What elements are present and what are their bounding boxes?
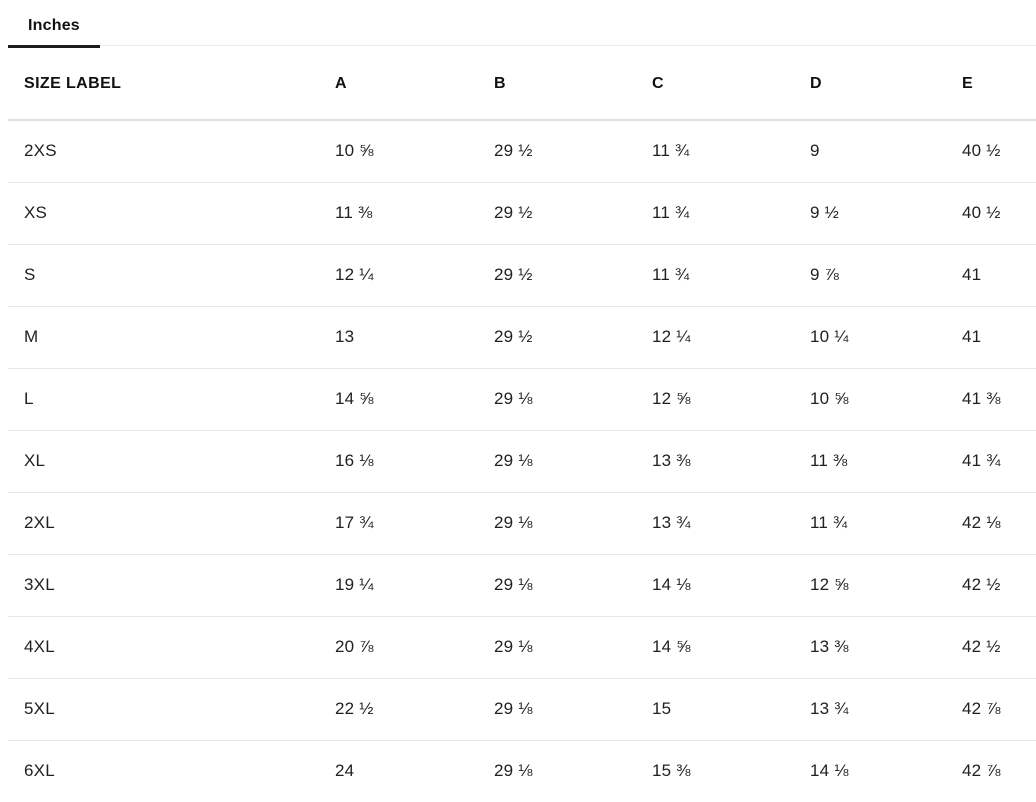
- measurement-cell: 29 ⅛: [494, 739, 652, 802]
- measurement-cell: 16 ⅛: [335, 429, 494, 492]
- measurement-cell: 14 ⅛: [652, 553, 810, 616]
- size-label-cell: XL: [8, 429, 335, 492]
- measurement-cell: 14 ⅝: [652, 615, 810, 678]
- table-row: M 13 29 ½ 12 ¼ 10 ¼ 41: [8, 305, 1036, 368]
- size-label-cell: M: [8, 305, 335, 368]
- measurement-cell: 13: [335, 305, 494, 368]
- size-label-cell: XS: [8, 181, 335, 244]
- table-row: 3XL 19 ¼ 29 ⅛ 14 ⅛ 12 ⅝ 42 ½: [8, 553, 1036, 616]
- measurement-cell: 42 ⅞: [962, 739, 1036, 802]
- measurement-cell: 13 ⅜: [810, 615, 962, 678]
- measurement-cell: 12 ⅝: [810, 553, 962, 616]
- measurement-cell: 29 ⅛: [494, 491, 652, 554]
- table-header-row: SIZE LABEL A B C D E: [8, 48, 1036, 121]
- column-header-e: E: [962, 48, 1036, 121]
- measurement-cell: 42 ½: [962, 553, 1036, 616]
- column-header-d: D: [810, 48, 962, 121]
- measurement-cell: 29 ½: [494, 305, 652, 368]
- measurement-cell: 29 ⅛: [494, 553, 652, 616]
- measurement-cell: 14 ⅝: [335, 367, 494, 430]
- measurement-cell: 29 ½: [494, 141, 533, 161]
- measurement-cell: 41: [962, 243, 1036, 306]
- measurement-cell: 42 ⅛: [962, 491, 1036, 554]
- measurement-cell: 24: [335, 739, 494, 802]
- size-label-cell: L: [8, 367, 335, 430]
- size-label-cell: S: [8, 243, 335, 306]
- measurement-cell: 22 ½: [335, 677, 494, 740]
- measurement-cell: 29 ½: [494, 181, 652, 244]
- measurement-cell: 9 ½: [810, 181, 962, 244]
- measurement-cell: 42 ½: [962, 615, 1036, 678]
- measurement-cell: 41 ¾: [962, 429, 1036, 492]
- table-row: 5XL 22 ½ 29 ⅛ 15 13 ¾ 42 ⅞: [8, 677, 1036, 740]
- measurement-cell: 14 ⅛: [810, 739, 962, 802]
- column-header-b: B: [494, 48, 652, 121]
- measurement-cell: 15 ⅜: [652, 739, 810, 802]
- measurement-cell: 11 ¾: [652, 181, 810, 244]
- measurement-cell: 19 ¼: [335, 553, 494, 616]
- size-label-cell: 4XL: [8, 615, 335, 678]
- measurement-cell: 11 ¾: [652, 243, 810, 306]
- table-row: 6XL 24 29 ⅛ 15 ⅜ 14 ⅛ 42 ⅞: [8, 739, 1036, 802]
- measurement-cell: 10 ⅝: [335, 141, 374, 161]
- size-chart-table: SIZE LABEL A B C D E 2XS 10 ⅝ 29 ½ 11 ¾ 9 40 ½ XS 11…: [8, 48, 1036, 802]
- measurement-cell: 40 ½: [962, 141, 1001, 161]
- measurement-cell: 13 ¾: [652, 491, 810, 554]
- measurement-cell: 20 ⅞: [335, 615, 494, 678]
- measurement-cell: 15: [652, 677, 810, 740]
- measurement-cell: 41: [962, 305, 1036, 368]
- measurement-cell: 10 ¼: [810, 305, 962, 368]
- table-row: XL 16 ⅛ 29 ⅛ 13 ⅜ 11 ⅜ 41 ¾: [8, 429, 1036, 492]
- units-tabs-bar: Inches: [8, 0, 1036, 48]
- measurement-cell: 9 ⅞: [810, 243, 962, 306]
- column-header-size-label: SIZE LABEL: [8, 48, 335, 121]
- measurement-cell: 29 ⅛: [494, 367, 652, 430]
- measurement-cell: 41 ⅜: [962, 367, 1036, 430]
- measurement-cell: 12 ¼: [335, 243, 494, 306]
- measurement-cell: 29 ½: [494, 243, 652, 306]
- measurement-cell: 40 ½: [962, 181, 1036, 244]
- measurement-cell: 13 ¾: [810, 677, 962, 740]
- measurement-cell: 13 ⅜: [652, 429, 810, 492]
- measurement-cell: 29 ⅛: [494, 429, 652, 492]
- measurement-cell: 29 ⅛: [494, 615, 652, 678]
- column-header-c: C: [652, 48, 810, 121]
- measurement-cell: 12 ⅝: [652, 367, 810, 430]
- measurement-cell: 11 ¾: [810, 491, 962, 554]
- tab-inches-label: Inches: [28, 16, 80, 34]
- measurement-cell: 17 ¾: [335, 491, 494, 554]
- table-row: 2XL 17 ¾ 29 ⅛ 13 ¾ 11 ¾ 42 ⅛: [8, 491, 1036, 554]
- size-label-cell: 2XL: [8, 491, 335, 554]
- size-label-cell: 3XL: [8, 553, 335, 616]
- column-header-a: A: [335, 48, 494, 121]
- size-label-cell: 6XL: [8, 739, 335, 802]
- size-label-cell: 5XL: [8, 677, 335, 740]
- measurement-cell: 11 ⅜: [335, 181, 494, 244]
- measurement-cell: 29 ⅛: [494, 677, 652, 740]
- measurement-cell: 12 ¼: [652, 305, 810, 368]
- measurement-cell: 11 ¾: [652, 141, 690, 161]
- measurement-cell: 11 ⅜: [810, 429, 962, 492]
- measurement-cell: 9: [810, 141, 820, 161]
- measurement-cell: 10 ⅝: [810, 367, 962, 430]
- table-row: L 14 ⅝ 29 ⅛ 12 ⅝ 10 ⅝ 41 ⅜: [8, 367, 1036, 430]
- tab-inches[interactable]: Inches: [8, 0, 100, 48]
- size-label-cell: 2XS: [24, 141, 57, 161]
- table-row: 2XS 10 ⅝ 29 ½ 11 ¾ 9 40 ½: [8, 120, 1036, 182]
- table-row: 4XL 20 ⅞ 29 ⅛ 14 ⅝ 13 ⅜ 42 ½: [8, 615, 1036, 678]
- measurement-cell: 42 ⅞: [962, 677, 1036, 740]
